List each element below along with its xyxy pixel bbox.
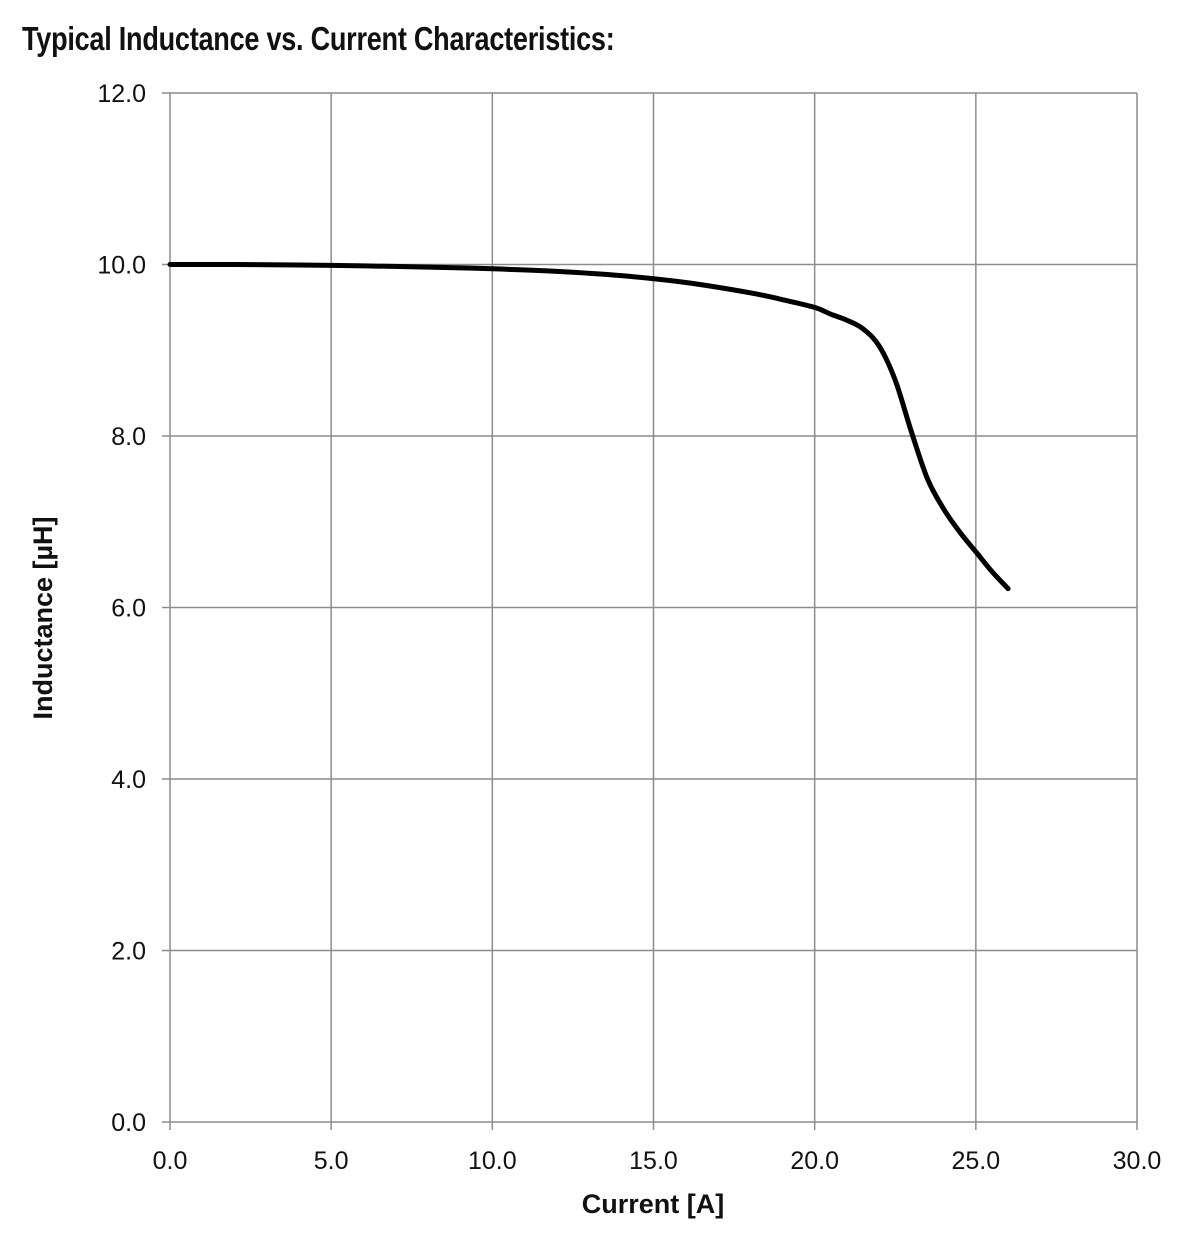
- x-tick-label: 30.0: [1113, 1147, 1162, 1175]
- x-tick-label: 10.0: [468, 1147, 517, 1175]
- y-tick-label: 6.0: [111, 595, 146, 623]
- x-tick-label: 25.0: [951, 1147, 1000, 1175]
- axes: [162, 92, 1138, 1130]
- x-axis-title: Current [A]: [582, 1189, 725, 1219]
- y-tick-label: 4.0: [111, 766, 146, 794]
- series: [167, 261, 1011, 592]
- x-tick-label: 15.0: [629, 1147, 678, 1175]
- y-axis-title: Inductance [µH]: [28, 516, 58, 719]
- x-tick-label: 0.0: [153, 1147, 188, 1175]
- x-tick-label: 20.0: [790, 1147, 839, 1175]
- y-tick-label: 0.0: [111, 1109, 146, 1137]
- tick-labels: 0.0 5.0 10.0 15.0 20.0 25.0 30.0 0.0 2.0 4.0 6.0 8.…: [97, 80, 1161, 1175]
- y-tick-label: 2.0: [111, 938, 146, 966]
- y-tick-label: 12.0: [97, 80, 146, 108]
- chart-title: Typical Inductance vs. Current Character…: [22, 20, 615, 57]
- x-tick-label: 5.0: [314, 1147, 349, 1175]
- grid: [170, 92, 1138, 1122]
- inductance-series-line: [167, 261, 1011, 592]
- y-tick-label: 8.0: [111, 423, 146, 451]
- y-tick-label: 10.0: [97, 252, 146, 280]
